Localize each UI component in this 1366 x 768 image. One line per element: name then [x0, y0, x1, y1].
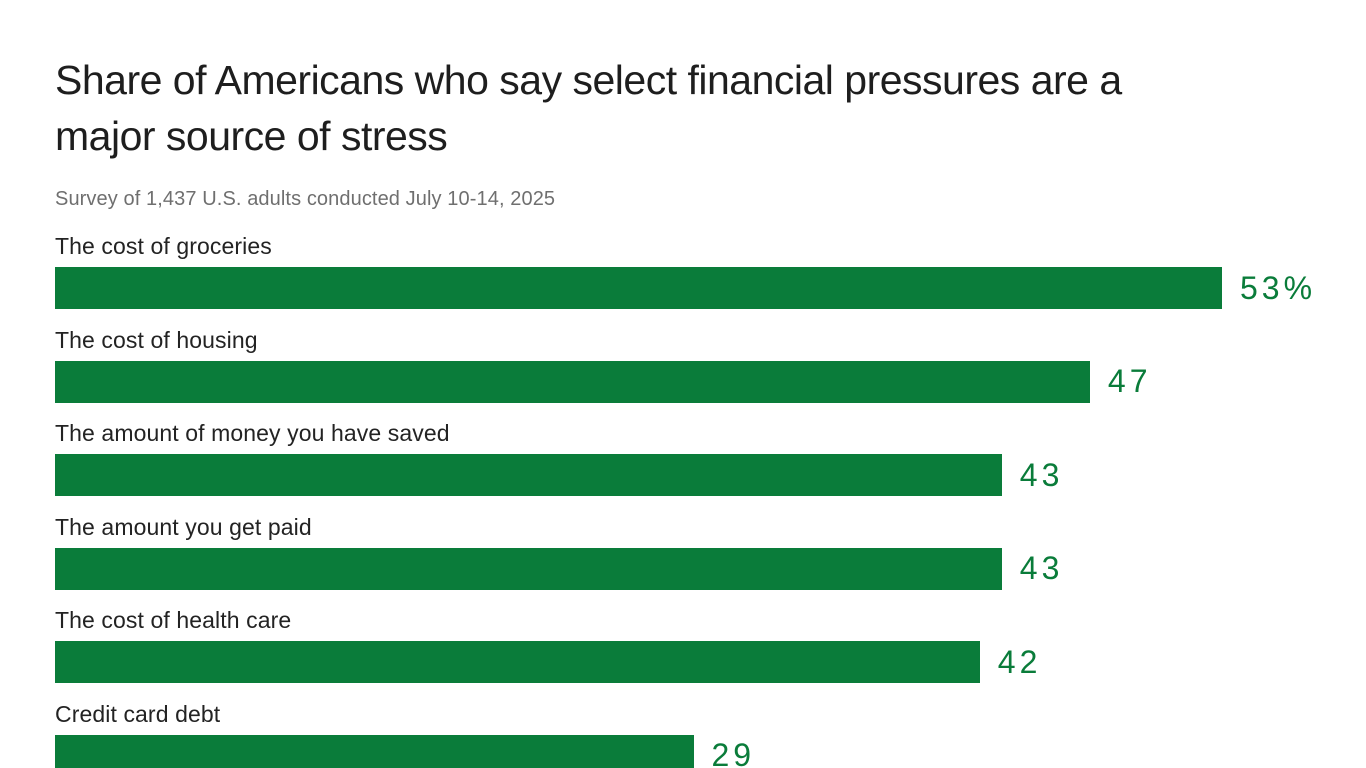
bar-value: 47: [1107, 363, 1152, 399]
bar-row: The cost of groceries 53%: [55, 232, 1366, 309]
bar-label: The amount of money you have saved: [55, 420, 450, 446]
bar-track: 47: [55, 360, 1366, 403]
bar-label: Credit card debt: [55, 700, 221, 727]
bar-track: 53%: [55, 267, 1366, 309]
bar-row: The cost of housing 47: [55, 326, 1366, 403]
bar-label: The cost of housing: [55, 326, 258, 353]
bar-label: The cost of health care: [55, 607, 292, 633]
bar-value: 42: [997, 643, 1042, 680]
bar-row: Credit card debt 29: [55, 700, 1366, 768]
bar: [55, 360, 1090, 403]
bar-track: 43: [55, 547, 1366, 590]
bar-row: The amount you get paid 43: [55, 513, 1366, 590]
bar-row: The amount of money you have saved 43: [55, 419, 1366, 496]
bar-track: 43: [55, 454, 1366, 496]
bar: [55, 267, 1222, 309]
bar-value: 43: [1019, 456, 1064, 493]
bar-row: The cost of health care 42: [55, 606, 1366, 683]
bar-label: The amount you get paid: [55, 513, 312, 540]
bar-label: The cost of groceries: [55, 233, 272, 259]
bar-value: 29: [711, 737, 756, 768]
chart-title-line-2: major source of stress: [55, 113, 448, 159]
bar-track: 42: [55, 641, 1366, 683]
bar: [55, 547, 1002, 590]
bar-chart: The cost of groceries 53% The cost of ho…: [55, 232, 1366, 768]
chart-subtitle: Survey of 1,437 U.S. adults conducted Ju…: [55, 188, 556, 210]
bar: [55, 454, 1002, 496]
chart-title-line-1: Share of Americans who say select financ…: [55, 57, 1122, 103]
bar-track: 29: [55, 734, 1366, 768]
bar: [55, 641, 980, 683]
bar-value: 53%: [1240, 269, 1317, 306]
chart-title: Share of Americans who say select financ…: [55, 52, 1366, 164]
bar-value: 43: [1019, 550, 1064, 586]
bar: [55, 734, 694, 768]
